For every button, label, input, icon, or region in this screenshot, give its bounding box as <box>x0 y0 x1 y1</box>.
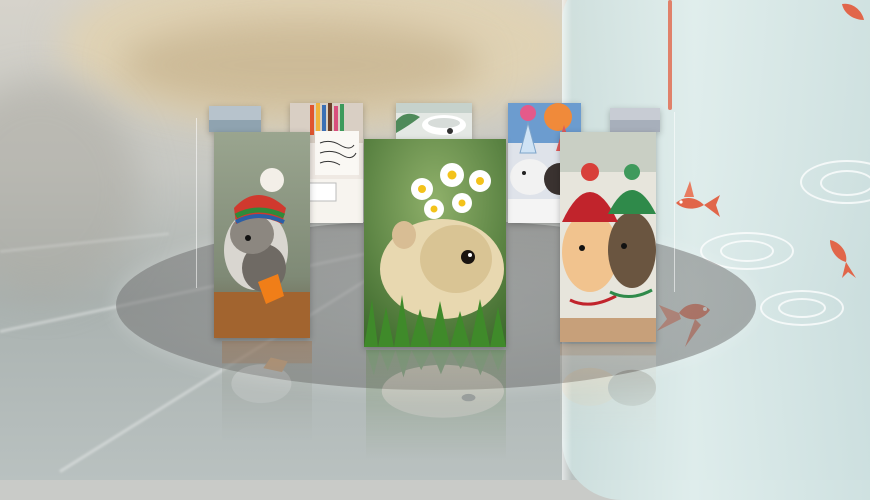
photo-card-back-right[interactable] <box>610 108 660 132</box>
photo-card-hamster-beanie[interactable] <box>214 132 310 338</box>
goldfish-icon <box>842 3 864 21</box>
photo-card-teacup[interactable] <box>396 103 472 139</box>
goldfish-icon <box>830 240 856 278</box>
photo-reflection <box>560 344 656 444</box>
photo-reflection <box>366 350 506 460</box>
blurred-jar-shadow <box>120 20 480 110</box>
photo-card-guinea-pigs-knit-hats[interactable] <box>560 132 656 342</box>
carousel-right-rail <box>674 112 675 292</box>
water-ripple-decoration <box>720 240 774 262</box>
water-ripple-decoration <box>778 298 826 318</box>
water-ripple-decoration <box>760 290 844 326</box>
goldfish-icon <box>676 181 720 217</box>
red-stripe-decoration <box>668 0 672 110</box>
water-ripple-decoration <box>800 160 870 204</box>
carousel-left-rail <box>196 118 197 288</box>
photo-reflection <box>222 341 312 441</box>
photo-card-guinea-pig-daisies[interactable] <box>364 139 506 347</box>
water-ripple-decoration <box>820 170 870 196</box>
photo-card-back-left[interactable] <box>209 106 261 132</box>
blurred-left-shadow <box>0 80 140 300</box>
water-ripple-decoration <box>700 232 794 270</box>
